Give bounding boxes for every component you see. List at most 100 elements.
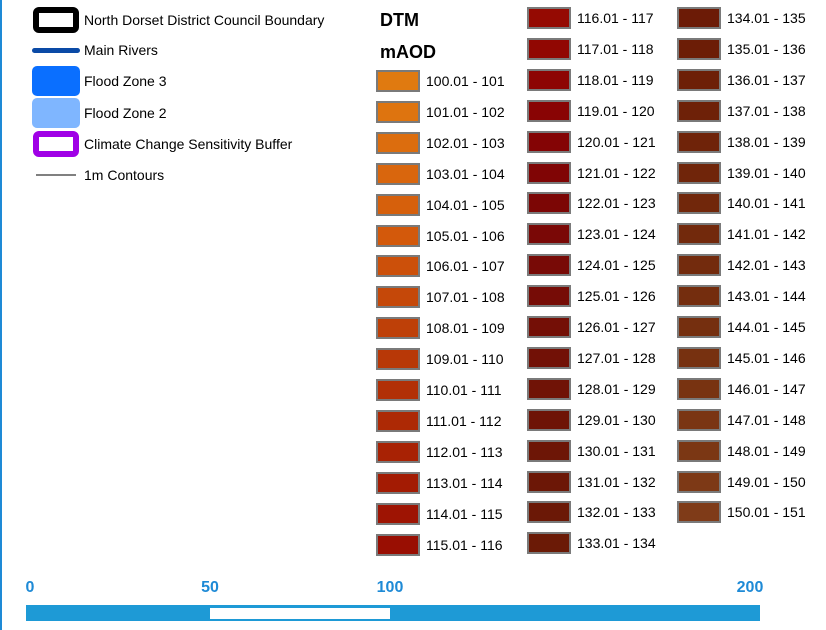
- dtm-range-item: 115.01 - 116: [376, 533, 503, 556]
- scale-label: 100: [376, 579, 404, 596]
- dtm-range-label: 112.01 - 113: [426, 443, 503, 460]
- dtm-range-item: 131.01 - 132: [527, 470, 656, 493]
- dtm-range-item: 101.01 - 102: [376, 100, 505, 123]
- dtm-range-label: 122.01 - 123: [577, 195, 656, 212]
- dtm-range-swatch: [527, 346, 571, 369]
- dtm-range-item: 149.01 - 150: [677, 470, 806, 493]
- dtm-range-label: 111.01 - 112: [426, 412, 502, 429]
- dtm-range-label: 101.01 - 102: [426, 103, 505, 120]
- dtm-range-label: 140.01 - 141: [727, 195, 806, 212]
- dtm-range-label: 107.01 - 108: [426, 289, 505, 306]
- map-frame-edge: [0, 0, 2, 630]
- dtm-range-item: 150.01 - 151: [677, 501, 806, 524]
- dtm-range-item: 123.01 - 124: [527, 223, 656, 246]
- dtm-range-swatch: [527, 439, 571, 462]
- dtm-range-swatch: [527, 532, 571, 555]
- river-line-icon: [32, 36, 80, 64]
- flood-zone-2-icon: [32, 98, 80, 128]
- dtm-range-label: 125.01 - 126: [577, 288, 656, 305]
- dtm-range-label: 143.01 - 144: [727, 288, 806, 305]
- dtm-range-label: 138.01 - 139: [727, 133, 806, 150]
- legend-item-boundary: North Dorset District Council Boundary: [32, 6, 324, 34]
- dtm-range-item: 145.01 - 146: [677, 346, 806, 369]
- dtm-range-swatch: [376, 348, 420, 371]
- dtm-range-label: 131.01 - 132: [577, 473, 656, 490]
- dtm-range-label: 149.01 - 150: [727, 473, 806, 490]
- dtm-range-swatch: [376, 100, 420, 123]
- dtm-range-label: 121.01 - 122: [577, 164, 656, 181]
- dtm-range-label: 132.01 - 133: [577, 504, 656, 521]
- dtm-range-label: 139.01 - 140: [727, 164, 806, 181]
- dtm-range-swatch: [677, 7, 721, 29]
- dtm-range-swatch: [527, 316, 571, 338]
- contour-line-icon: [32, 161, 80, 189]
- dtm-range-item: 135.01 - 136: [677, 37, 806, 60]
- legend-label: Flood Zone 3: [84, 73, 167, 89]
- dtm-range-label: 116.01 - 117: [577, 10, 654, 26]
- dtm-range-swatch: [376, 409, 420, 432]
- dtm-range-label: 100.01 - 101: [426, 73, 505, 89]
- dtm-range-label: 106.01 - 107: [426, 258, 505, 275]
- dtm-range-swatch: [527, 501, 571, 524]
- dtm-range-swatch: [677, 68, 721, 91]
- scale-label: 50: [201, 579, 219, 596]
- dtm-range-swatch: [527, 7, 571, 29]
- dtm-range-item: 121.01 - 122: [527, 161, 656, 184]
- dtm-range-label: 150.01 - 151: [727, 504, 806, 521]
- dtm-range-item: 117.01 - 118: [527, 37, 654, 60]
- dtm-range-item: 127.01 - 128: [527, 346, 656, 369]
- dtm-range-item: 100.01 - 101: [376, 70, 505, 92]
- dtm-range-item: 132.01 - 133: [527, 501, 656, 524]
- dtm-range-label: 129.01 - 130: [577, 411, 656, 428]
- legend-label: North Dorset District Council Boundary: [84, 12, 325, 28]
- scale-label: 200: [736, 579, 764, 596]
- dtm-range-item: 128.01 - 129: [527, 377, 656, 400]
- dtm-range-swatch: [677, 439, 721, 462]
- dtm-range-swatch: [376, 440, 420, 463]
- dtm-range-label: 115.01 - 116: [426, 536, 503, 553]
- dtm-range-swatch: [376, 317, 420, 340]
- dtm-range-label: 146.01 - 147: [727, 380, 806, 397]
- dtm-range-label: 144.01 - 145: [727, 319, 806, 335]
- dtm-range-item: 129.01 - 130: [527, 408, 656, 431]
- dtm-range-item: 133.01 - 134: [527, 532, 656, 555]
- dtm-range-swatch: [376, 379, 420, 401]
- dtm-range-item: 116.01 - 117: [527, 7, 654, 29]
- dtm-range-label: 130.01 - 131: [577, 442, 656, 459]
- dtm-range-item: 120.01 - 121: [527, 130, 656, 153]
- flood-zone-3-icon: [32, 66, 80, 96]
- dtm-range-item: 144.01 - 145: [677, 316, 806, 338]
- dtm-range-swatch: [527, 130, 571, 153]
- dtm-range-swatch: [677, 161, 721, 184]
- dtm-range-label: 148.01 - 149: [727, 442, 806, 459]
- dtm-range-label: 145.01 - 146: [727, 349, 806, 366]
- legend-item-main-rivers: Main Rivers: [32, 36, 158, 64]
- dtm-range-swatch: [527, 254, 571, 277]
- dtm-range-item: 136.01 - 137: [677, 68, 806, 91]
- dtm-range-swatch: [376, 131, 420, 154]
- dtm-range-swatch: [677, 285, 721, 308]
- dtm-range-item: 146.01 - 147: [677, 377, 806, 400]
- dtm-range-item: 107.01 - 108: [376, 286, 505, 309]
- dtm-range-swatch: [527, 192, 571, 215]
- scale-label: 0: [25, 579, 35, 596]
- dtm-range-swatch: [527, 408, 571, 431]
- dtm-range-label: 141.01 - 142: [727, 226, 806, 243]
- dtm-range-item: 134.01 - 135: [677, 7, 806, 29]
- dtm-range-swatch: [527, 99, 571, 122]
- dtm-range-swatch: [677, 130, 721, 153]
- dtm-range-item: 147.01 - 148: [677, 408, 806, 431]
- dtm-range-item: 140.01 - 141: [677, 192, 806, 215]
- dtm-range-label: 109.01 - 110: [426, 351, 504, 368]
- dtm-range-label: 113.01 - 114: [426, 474, 503, 491]
- dtm-range-item: 148.01 - 149: [677, 439, 806, 462]
- dtm-range-item: 111.01 - 112: [376, 409, 502, 432]
- boundary-icon: [32, 6, 80, 34]
- dtm-range-item: 110.01 - 111: [376, 379, 502, 401]
- dtm-range-swatch: [527, 223, 571, 246]
- buffer-icon: [32, 130, 80, 158]
- dtm-range-label: 133.01 - 134: [577, 535, 656, 552]
- scale-bar-segment: [210, 608, 390, 619]
- dtm-range-item: 119.01 - 120: [527, 99, 655, 122]
- dtm-range-label: 124.01 - 125: [577, 257, 656, 274]
